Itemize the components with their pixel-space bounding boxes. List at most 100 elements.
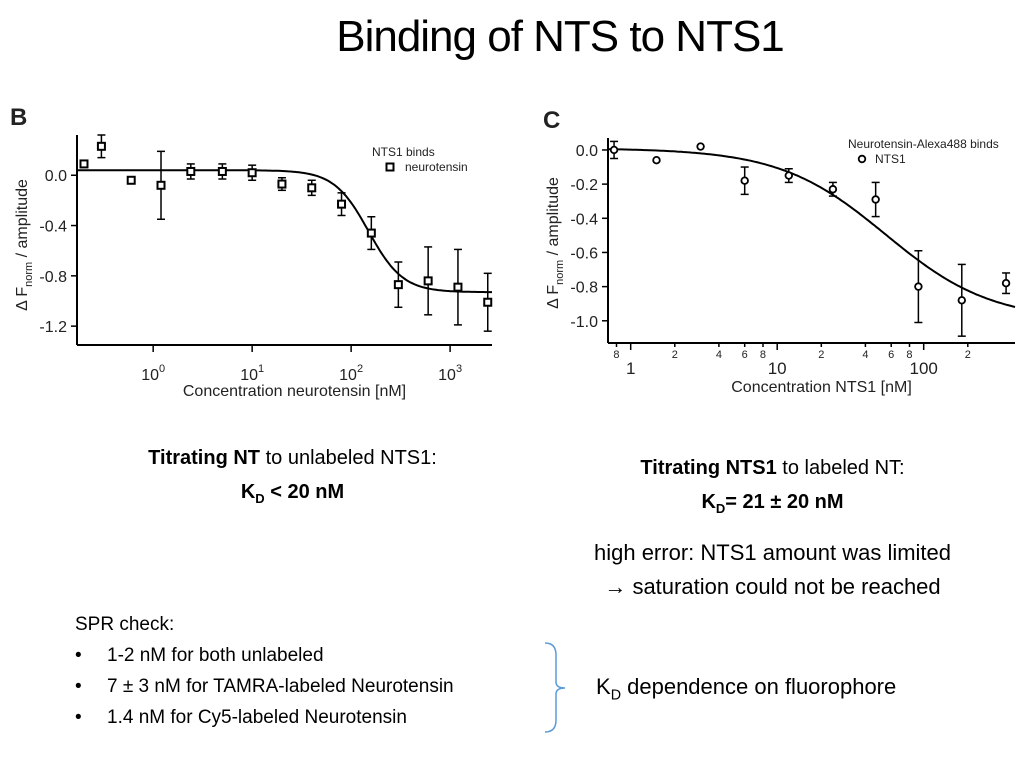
spr-item: 1-2 nM for both unlabeled	[75, 640, 454, 671]
caption-line: Titrating NT to unlabeled NTS1:	[95, 441, 490, 475]
tick-base: 10	[141, 367, 159, 384]
x-tick-label: 1	[626, 359, 635, 378]
kd-value: = 21 ± 20 nM	[725, 491, 844, 513]
ylabel-sub: norm	[554, 260, 566, 285]
k: K	[701, 491, 716, 513]
marker	[453, 282, 463, 292]
marker	[696, 142, 705, 151]
conclusion-text: dependence on fluorophore	[621, 674, 897, 699]
tick-exponent: 0	[159, 363, 165, 375]
marker	[247, 168, 257, 178]
marker	[828, 185, 838, 194]
marker	[652, 156, 661, 165]
fit-curve	[608, 148, 1016, 308]
tick-exponent: 3	[456, 363, 462, 375]
ylabel-rest: / amplitude	[545, 177, 562, 260]
caption-bold: Titrating NTS1	[640, 457, 777, 479]
marker	[957, 296, 966, 305]
marker	[423, 276, 433, 286]
k: K	[240, 481, 256, 503]
x-tick-label: 2	[965, 349, 971, 361]
marker	[740, 176, 749, 185]
brace	[544, 642, 566, 733]
legend-marker	[857, 154, 867, 164]
legend-label: neurotensin	[405, 160, 468, 174]
x-axis-label: Concentration NTS1 [nM]	[731, 379, 912, 396]
tick-exponent: 1	[258, 363, 264, 375]
x-tick-label: 8	[906, 349, 912, 361]
x-tick-label: 103	[438, 363, 462, 384]
note: high error: NTS1 amount was limited → sa…	[550, 536, 995, 604]
marker	[1001, 279, 1011, 288]
marker	[914, 282, 923, 291]
spr-items: 1-2 nM for both unlabeled 7 ± 3 nM for T…	[75, 640, 454, 733]
marker	[126, 175, 136, 185]
legend-marker	[385, 162, 395, 172]
y-tick-label: -1.2	[39, 319, 67, 336]
x-tick-label: 100	[141, 363, 165, 384]
x-tick-label: 100	[910, 359, 938, 378]
tick-exponent: 2	[357, 363, 363, 375]
panel-label: B	[10, 104, 27, 131]
k-sub: D	[255, 491, 265, 506]
legend-title: NTS1 binds	[372, 145, 435, 159]
caption-bold: Titrating NT	[148, 447, 261, 469]
marker	[871, 195, 880, 204]
marker	[483, 297, 493, 307]
marker	[393, 280, 403, 290]
note-line: high error: NTS1 amount was limited	[593, 540, 952, 565]
x-tick-label: 102	[339, 363, 363, 384]
slide-title: Binding of NTS to NTS1	[336, 12, 785, 61]
y-tick-label: 0.0	[576, 143, 598, 160]
caption-text: to unlabeled NTS1:	[260, 447, 437, 469]
y-tick-label: -0.8	[570, 280, 598, 297]
conclusion: KD dependence on fluorophore	[596, 670, 896, 712]
caption-c: Titrating NTS1 to labeled NT: KD= 21 ± 2…	[560, 451, 985, 526]
y-tick-label: -0.6	[570, 245, 598, 262]
caption-text: to labeled NT:	[776, 457, 905, 479]
spr-heading: SPR check:	[75, 614, 175, 635]
y-axis-label: Δ Fnorm / amplitude	[545, 177, 566, 309]
x-tick-label: 8	[760, 349, 766, 361]
x-tick-label: 6	[742, 349, 748, 361]
marker	[277, 179, 287, 189]
y-tick-label: -0.8	[39, 269, 67, 286]
marker	[217, 166, 227, 176]
y-axis-label: Δ Fnorm / amplitude	[14, 179, 35, 311]
marker	[337, 199, 347, 209]
legend-title: Neurotensin-Alexa488 binds	[848, 137, 999, 151]
ylabel-symbol: Δ F	[14, 287, 31, 311]
x-tick-label: 2	[818, 349, 824, 361]
x-tick-label: 4	[862, 349, 868, 361]
marker	[609, 145, 619, 155]
spr-item: 1.4 nM for Cy5-labeled Neurotensin	[75, 702, 454, 733]
y-tick-label: -0.2	[570, 177, 598, 194]
marker	[96, 141, 106, 151]
marker	[784, 171, 793, 180]
k: K	[596, 674, 611, 699]
y-tick-label: -0.4	[39, 219, 67, 236]
spr-list: SPR check: 1-2 nM for both unlabeled 7 ±…	[75, 609, 454, 733]
spr-item: 7 ± 3 nM for TAMRA-labeled Neurotensin	[75, 671, 454, 702]
caption-b: Titrating NT to unlabeled NTS1: KD < 20 …	[95, 441, 490, 516]
x-axis-label: Concentration neurotensin [nM]	[183, 383, 406, 400]
kd-value: < 20 nM	[264, 481, 345, 503]
y-tick-label: -0.4	[570, 211, 598, 228]
caption-kd: KD= 21 ± 20 nM	[560, 485, 985, 526]
k-sub: D	[715, 501, 726, 516]
x-tick-label: 10	[768, 359, 787, 378]
tick-base: 10	[339, 367, 357, 384]
marker	[307, 183, 317, 193]
y-tick-label: 0.0	[45, 168, 67, 185]
x-tick-label: 8	[613, 349, 619, 361]
panel-label: C	[543, 107, 560, 134]
ylabel-rest: / amplitude	[14, 179, 31, 262]
x-tick-label: 101	[240, 363, 264, 384]
marker	[156, 180, 166, 190]
y-tick-label: -1.0	[570, 314, 598, 331]
marker	[186, 166, 196, 176]
ylabel-sub: norm	[23, 262, 35, 287]
legend-label: NTS1	[875, 152, 906, 166]
